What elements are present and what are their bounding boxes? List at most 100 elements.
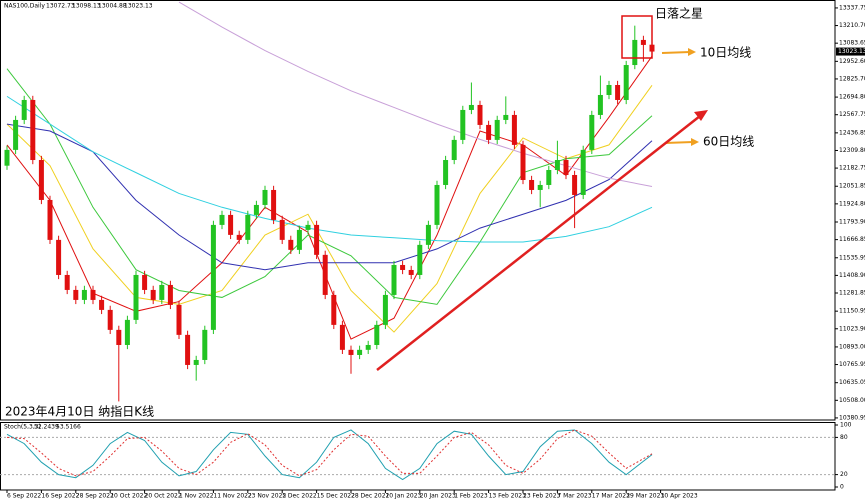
candle-body [563,160,569,175]
axes: 13337.75 13210.70 13083.65 12952.60 12825.70… [6,4,865,500]
candle-body [296,229,302,250]
stoch-plot [0,429,835,481]
candle-body [503,114,509,120]
candle-body [391,264,397,295]
arrow [661,51,691,54]
candle-body [253,204,259,215]
ma-line [6,55,653,340]
candle-body [314,224,320,255]
price-tag-label: 13023.13 [838,48,865,55]
x-tick-label: 1 Nov 2022 [179,493,214,500]
y-tick-label: 11281.85 [839,290,865,297]
x-tick-label: 10 Apr 2023 [661,493,698,500]
price-tag [836,47,865,56]
candle-body [228,214,234,235]
candle-body [38,160,44,200]
candle-body [193,359,199,365]
candle-body [546,169,552,185]
candle-body [425,224,431,245]
x-tick-label: 28 Dec 2022 [351,493,390,500]
candle-body [374,324,380,345]
main-frame [0,0,836,421]
ma-line [178,1,653,187]
x-tick-label: 20 Oct 2022 [145,493,182,500]
ma10-label: 10日均线 [700,46,751,60]
star-box [621,15,653,59]
caption: 2023年4月10日 纳指日K线 [5,404,154,419]
x-tick-label: 17 Mar 2023 [592,493,630,500]
y-tick-label: 10765.95 [839,361,865,368]
candle-body [417,244,423,275]
candle-body [486,124,492,140]
candle-body [615,84,621,100]
y-tick-label: 12309.80 [839,147,865,154]
candle-body [13,119,19,150]
y-tick-label: 12825.70 [839,75,865,82]
x-tick-label: 15 Dec 2022 [317,493,356,500]
arrow-head [691,138,699,146]
candle-body [382,294,388,325]
candle-body [176,304,182,335]
candle-body [245,214,251,240]
candle-body [589,114,595,150]
y-tick-label: 12952.60 [839,58,865,65]
candle-body [357,349,363,355]
x-tick-label: 13 Feb 2023 [489,493,527,500]
y-tick-label: 12436.85 [839,129,865,136]
x-tick-label: 1 Feb 2023 [454,493,488,500]
candle-body [597,94,603,115]
candle-body [537,184,543,190]
candle-body [4,149,10,166]
y-tick-label: 10380.95 [839,414,865,421]
candle-body [365,344,371,350]
candle-body [73,289,79,300]
x-tick-label: 6 Sep 2022 [7,493,41,500]
main-plot [4,1,655,402]
candle-body [150,289,156,300]
candle-body [262,189,268,205]
y-tick-label: 12182.75 [839,165,865,172]
x-tick-label: 16 Sep 2022 [41,493,79,500]
arrow-head [694,110,708,121]
candle-body [494,119,500,140]
candle-body [572,174,578,195]
candle-body [640,39,646,45]
stoch-main [6,429,653,481]
x-tick-label: 23 Nov 2022 [248,493,287,500]
candle-body [81,289,87,300]
y-tick-label: 11535.95 [839,254,865,261]
x-tick-label: 28 Sep 2022 [76,493,114,500]
candle-body [443,160,449,185]
candle-body [56,239,62,275]
candle-body [348,349,354,355]
candle-body [400,264,406,270]
y-tick-label: 11666.85 [839,236,865,243]
trend-line [376,115,701,371]
candle-body [236,234,242,240]
stoch-tick-label: 20 [840,471,848,478]
candle-body [554,160,560,170]
y-tick-label: 10635.05 [839,379,865,386]
candle-body [133,274,139,320]
arrow [664,141,694,144]
x-tick-label: 11 Nov 2022 [213,493,252,500]
header-close: 13023.13 [124,3,153,10]
candle-body [468,104,474,110]
candle-body [288,239,294,250]
candle-body [511,114,517,145]
candle-body [107,309,113,330]
candle-body [520,144,526,180]
candle-body [21,99,27,120]
stoch-tick-label: 80 [840,434,848,441]
ma-line [6,68,653,305]
y-tick-label: 12051.85 [839,183,865,190]
y-tick-label: 12694.80 [839,94,865,101]
candle-body [159,284,165,300]
ma-line [6,84,653,333]
candle-body [339,324,345,350]
y-tick-label: 13210.70 [839,22,865,29]
candle-body [116,329,122,345]
y-tick-label: 10508.00 [839,397,865,404]
stoch-tick-label: 100 [840,422,852,429]
